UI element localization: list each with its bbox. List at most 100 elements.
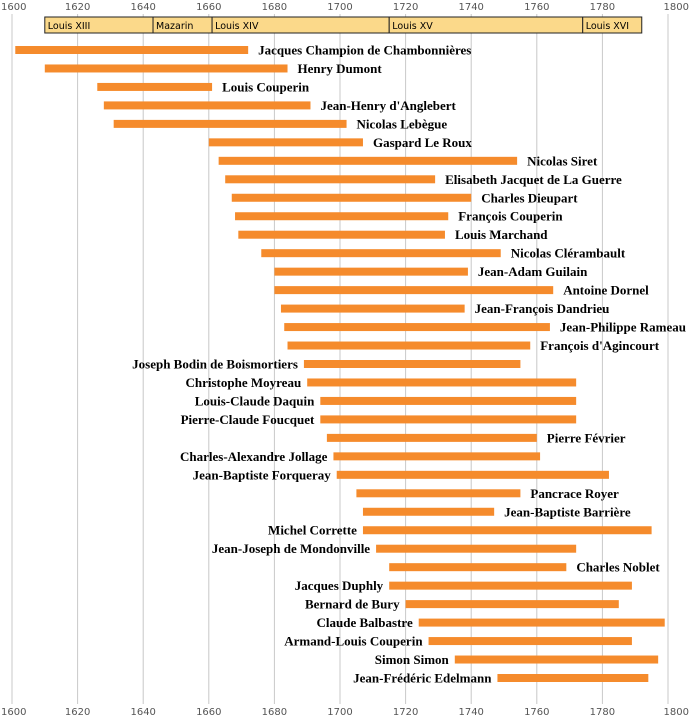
bar-pierre-fevrier [326,433,537,442]
bar-jean-philippe-rameau [284,323,550,332]
label-armand-louis-couperin: Armand-Louis Couperin [284,634,423,649]
bar-pierre-claude-foucquet [320,415,577,424]
reign-label-louis-xv: Louis XV [392,21,433,32]
label-henry-dumont: Henry Dumont [298,61,383,76]
bar-jean-joseph-de-mondonville [376,544,577,553]
bar-jacques-duphly [389,581,632,590]
bar-francois-d-agincourt [287,341,531,350]
tick-label-bottom-1660: 1660 [196,707,221,718]
reign-label-louis-xiv: Louis XIV [215,21,259,32]
reign-label-louis-xiii: Louis XIII [48,21,90,32]
tick-label-top-1620: 1620 [65,2,90,13]
label-francois-couperin: François Couperin [458,209,563,224]
label-louis-couperin: Louis Couperin [222,79,310,94]
label-charles-noblet: Charles Noblet [576,560,660,575]
label-charles-dieupart: Charles Dieupart [481,190,578,205]
label-gaspard-le-roux: Gaspard Le Roux [373,135,472,150]
bar-louis-marchand [238,230,445,239]
label-jean-joseph-de-mondonville: Jean-Joseph de Mondonville [212,541,370,556]
label-nicolas-siret: Nicolas Siret [527,153,598,168]
reign-label-mazarin: Mazarin [156,21,193,32]
label-christophe-moyreau: Christophe Moyreau [186,375,302,390]
label-joseph-bodin-de-boismortiers: Joseph Bodin de Boismortiers [132,357,298,372]
bar-nicolas-lebegue [113,119,347,128]
bar-jean-frederic-edelmann [497,674,649,682]
bar-henry-dumont [44,64,288,73]
label-pancrace-royer: Pancrace Royer [530,486,619,501]
bar-antoine-dornel [274,286,554,295]
tick-label-bottom-1680: 1680 [262,707,287,718]
tick-label-bottom-1640: 1640 [130,707,155,718]
bar-armand-louis-couperin [428,637,632,646]
bar-jean-henry-d-anglebert [103,101,311,110]
bar-jacques-champion-de-chambonnieres [15,46,249,54]
reign-label-louis-xvi: Louis XVI [586,21,629,32]
bar-simon-simon [454,655,659,664]
tick-label-bottom-1720: 1720 [393,707,418,718]
label-pierre-fevrier: Pierre Février [547,430,626,445]
bar-christophe-moyreau [307,378,577,387]
tick-label-top-1740: 1740 [458,2,483,13]
label-bernard-de-bury: Bernard de Bury [305,597,400,612]
tick-label-bottom-1600: 1600 [1,707,26,718]
label-michel-corrette: Michel Corrette [268,523,357,538]
tick-label-bottom-1740: 1740 [458,707,483,718]
label-elisabeth-jacquet-de-la-guerre: Elisabeth Jacquet de La Guerre [445,172,622,187]
tick-label-top-1800: 1800 [664,2,689,13]
bar-jean-baptiste-barriere [362,507,495,516]
tick-label-bottom-1780: 1780 [590,707,615,718]
tick-label-bottom-1620: 1620 [65,707,90,718]
label-jean-philippe-rameau: Jean-Philippe Rameau [560,320,686,335]
bar-michel-corrette [362,526,652,535]
label-jean-francois-dandrieu: Jean-François Dandrieu [475,301,610,316]
bar-bernard-de-bury [405,600,619,609]
label-antoine-dornel: Antoine Dornel [563,283,649,298]
bar-joseph-bodin-de-boismortiers [303,360,521,368]
tick-label-top-1700: 1700 [327,2,352,13]
reign-band-louis-xvi [582,16,643,34]
bar-louis-couperin [97,82,213,91]
label-jean-baptiste-forqueray: Jean-Baptiste Forqueray [193,467,332,482]
label-nicolas-clerambault: Nicolas Clérambault [511,246,626,261]
bar-louis-claude-daquin [320,396,577,405]
label-pierre-claude-foucquet: Pierre-Claude Foucquet [181,412,315,427]
bar-francois-couperin [235,212,449,221]
tick-label-top-1640: 1640 [130,2,155,13]
bar-nicolas-clerambault [261,249,501,258]
label-jacques-champion-de-chambonnieres: Jacques Champion de Chambonnières [258,43,471,58]
tick-label-top-1660: 1660 [196,2,221,13]
tick-label-bottom-1800: 1800 [664,707,689,718]
reign-bands: Louis XIII Mazarin Louis XIV Louis XV Louis … [44,16,643,34]
label-francois-d-agincourt: François d'Agincourt [540,338,659,353]
label-jean-baptiste-barriere: Jean-Baptiste Barrière [504,504,631,519]
tick-label-bottom-1700: 1700 [327,707,352,718]
tick-label-top-1680: 1680 [262,2,287,13]
bar-charles-dieupart [231,193,472,202]
label-simon-simon: Simon Simon [375,652,450,667]
label-louis-marchand: Louis Marchand [455,227,548,242]
label-charles-alexandre-jollage: Charles-Alexandre Jollage [180,449,328,464]
bar-charles-alexandre-jollage [333,452,541,461]
label-jean-adam-guilain: Jean-Adam Guilain [478,264,588,279]
label-jean-henry-d-anglebert: Jean-Henry d'Anglebert [320,98,456,113]
tick-label-top-1600: 1600 [1,2,26,13]
bar-jean-adam-guilain [274,267,468,276]
bar-charles-noblet [389,563,567,572]
tick-label-top-1720: 1720 [393,2,418,13]
label-jacques-duphly: Jacques Duphly [295,578,384,593]
label-nicolas-lebegue: Nicolas Lebègue [357,116,448,131]
tick-label-bottom-1760: 1760 [524,707,549,718]
bar-claude-balbastre [418,618,665,627]
bar-elisabeth-jacquet-de-la-guerre [225,175,436,184]
bar-jean-francois-dandrieu [280,304,465,313]
bar-nicolas-siret [218,156,518,165]
bar-pancrace-royer [356,489,521,498]
composer-bars: Jacques Champion de Chambonnières Henry D… [15,43,686,686]
label-louis-claude-daquin: Louis-Claude Daquin [195,393,315,408]
label-claude-balbastre: Claude Balbastre [317,615,413,630]
tick-label-top-1760: 1760 [524,2,549,13]
bar-jean-baptiste-forqueray [336,470,609,479]
label-jean-frederic-edelmann: Jean-Frédéric Edelmann [353,671,492,686]
